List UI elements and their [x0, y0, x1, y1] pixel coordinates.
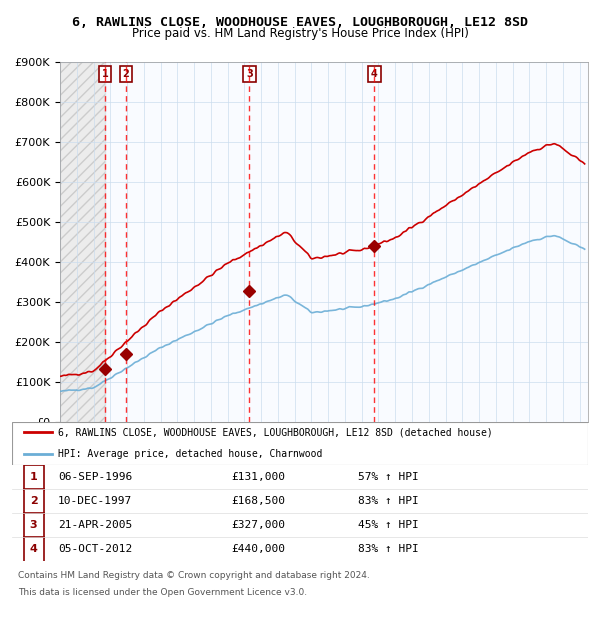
Text: 1: 1: [101, 69, 108, 79]
Text: 6, RAWLINS CLOSE, WOODHOUSE EAVES, LOUGHBOROUGH, LE12 8SD: 6, RAWLINS CLOSE, WOODHOUSE EAVES, LOUGH…: [72, 16, 528, 29]
Text: 06-SEP-1996: 06-SEP-1996: [58, 472, 133, 482]
FancyBboxPatch shape: [23, 489, 44, 513]
Text: HPI: Average price, detached house, Charnwood: HPI: Average price, detached house, Char…: [58, 449, 322, 459]
Text: 83% ↑ HPI: 83% ↑ HPI: [358, 496, 418, 506]
Text: 2: 2: [30, 496, 37, 506]
Bar: [60, 62, 105, 422]
Text: 1: 1: [30, 472, 37, 482]
Text: 10-DEC-1997: 10-DEC-1997: [58, 496, 133, 506]
Text: This data is licensed under the Open Government Licence v3.0.: This data is licensed under the Open Gov…: [18, 588, 307, 598]
Text: 45% ↑ HPI: 45% ↑ HPI: [358, 520, 418, 530]
Text: £327,000: £327,000: [231, 520, 285, 530]
Text: 4: 4: [29, 544, 38, 554]
Text: 3: 3: [246, 69, 253, 79]
FancyBboxPatch shape: [23, 536, 44, 562]
Text: 05-OCT-2012: 05-OCT-2012: [58, 544, 133, 554]
Text: 3: 3: [30, 520, 37, 530]
Text: £168,500: £168,500: [231, 496, 285, 506]
Text: 2: 2: [122, 69, 130, 79]
Text: 6, RAWLINS CLOSE, WOODHOUSE EAVES, LOUGHBOROUGH, LE12 8SD (detached house): 6, RAWLINS CLOSE, WOODHOUSE EAVES, LOUGH…: [58, 427, 493, 438]
Text: 4: 4: [371, 69, 378, 79]
Text: Contains HM Land Registry data © Crown copyright and database right 2024.: Contains HM Land Registry data © Crown c…: [18, 572, 370, 580]
FancyBboxPatch shape: [23, 513, 44, 538]
Text: 21-APR-2005: 21-APR-2005: [58, 520, 133, 530]
Bar: [105, 62, 588, 422]
FancyBboxPatch shape: [12, 422, 588, 465]
Bar: [60, 62, 105, 422]
Text: 57% ↑ HPI: 57% ↑ HPI: [358, 472, 418, 482]
FancyBboxPatch shape: [23, 464, 44, 490]
Text: 83% ↑ HPI: 83% ↑ HPI: [358, 544, 418, 554]
Text: £440,000: £440,000: [231, 544, 285, 554]
Text: £131,000: £131,000: [231, 472, 285, 482]
Text: Price paid vs. HM Land Registry's House Price Index (HPI): Price paid vs. HM Land Registry's House …: [131, 27, 469, 40]
